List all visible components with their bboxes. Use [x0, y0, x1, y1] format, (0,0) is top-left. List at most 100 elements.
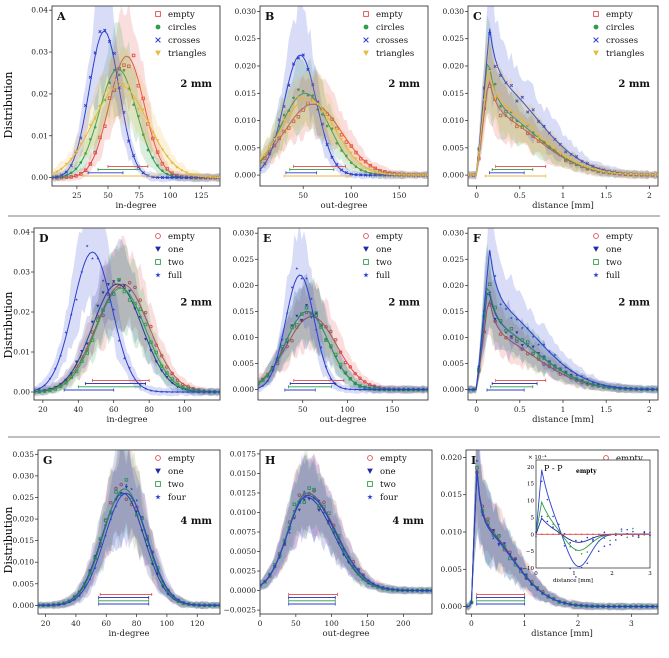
point-one — [74, 360, 79, 364]
point-full — [651, 387, 655, 391]
point-crosses — [363, 173, 368, 177]
axes-frame — [37, 449, 221, 615]
point-full — [493, 274, 497, 278]
legend-label-circles: circles — [606, 23, 634, 33]
curve-four — [38, 492, 220, 606]
point-one — [218, 390, 220, 394]
point-one — [491, 529, 495, 532]
point-empty — [136, 83, 141, 88]
point-one — [515, 331, 519, 335]
point-two — [547, 361, 552, 366]
point-crosses — [488, 31, 492, 36]
point-full — [309, 297, 313, 301]
point-full — [407, 388, 411, 391]
inset-point-four — [626, 528, 628, 531]
point-full — [575, 373, 579, 377]
legend-marker-one — [367, 468, 373, 474]
point-four — [425, 589, 429, 592]
point-crosses — [558, 142, 562, 146]
point-one — [166, 592, 170, 596]
point-two — [563, 370, 568, 375]
point-one — [537, 352, 541, 355]
x-tick-label: 150 — [385, 405, 400, 414]
legend-marker-triangles — [363, 50, 369, 56]
point-four — [72, 598, 76, 602]
point-four — [405, 588, 409, 592]
point-crosses — [335, 162, 339, 167]
y-tick-label: 0.000 — [235, 171, 257, 180]
point-four — [401, 588, 404, 592]
y-tick-label: 0.005 — [443, 143, 465, 152]
point-circles — [301, 90, 305, 93]
point-crosses — [64, 170, 69, 174]
panel-F: 0 0.5 1 1.5 2 0.000 0.005 0.010 0.015 0.020 0.025 0… — [443, 227, 659, 425]
band-one — [466, 450, 658, 611]
point-full — [564, 365, 568, 369]
point-full — [363, 388, 367, 391]
point-one — [346, 561, 351, 564]
y-tick-label: 0.04 — [13, 228, 30, 237]
x-tick-label: 2 — [647, 405, 652, 414]
point-one — [305, 304, 309, 307]
point-triangles — [292, 104, 296, 108]
point-full — [623, 386, 627, 390]
point-empty — [138, 298, 143, 302]
point-empty — [525, 351, 530, 356]
y-tick-label: 0.005 — [441, 565, 463, 574]
point-full — [96, 256, 100, 260]
point-triangles — [354, 157, 358, 161]
point-four — [546, 594, 550, 598]
point-empty — [103, 124, 107, 129]
point-four — [114, 504, 118, 508]
point-one — [531, 345, 535, 349]
point-four — [62, 602, 66, 606]
legend-label-crosses: crosses — [606, 36, 638, 46]
point-full — [290, 285, 294, 289]
point-triangles — [103, 91, 107, 95]
point-crosses — [165, 175, 169, 180]
point-four — [46, 603, 50, 607]
point-empty — [119, 482, 123, 487]
inset-point-four — [580, 566, 583, 569]
point-empty — [515, 124, 519, 129]
legend-marker-two — [363, 259, 369, 265]
point-crosses — [515, 99, 519, 103]
point-full — [607, 384, 611, 388]
point-two — [98, 537, 103, 541]
inset-point-two — [563, 542, 566, 544]
point-triangles — [218, 176, 220, 180]
point-crosses — [170, 175, 174, 180]
legend-label-empty: empty — [376, 232, 403, 242]
point-triangles — [388, 172, 392, 176]
point-crosses — [498, 73, 503, 78]
point-two — [103, 518, 108, 522]
point-full — [154, 389, 158, 393]
point-empty — [88, 162, 93, 166]
point-crosses — [339, 168, 344, 172]
y-tick-label: 0.030 — [443, 7, 465, 16]
legend-marker-empty — [363, 233, 369, 239]
point-empty — [69, 175, 73, 179]
point-two — [143, 322, 148, 327]
point-two — [96, 318, 100, 322]
point-full — [53, 367, 57, 370]
point-two — [309, 313, 314, 317]
point-four — [135, 498, 139, 502]
band-two — [34, 244, 220, 397]
point-triangles — [55, 170, 59, 174]
panel-A: 25 50 75 100 125 0.00 0.01 0.02 0.03 0.04 in-degre… — [31, 5, 221, 211]
point-one — [145, 545, 149, 548]
point-triangles — [645, 173, 649, 177]
y-tick-label: 0.000 — [443, 171, 465, 180]
point-triangles — [88, 124, 92, 127]
point-full — [324, 364, 328, 368]
x-tick-label: 50 — [291, 619, 301, 628]
point-full — [471, 388, 475, 391]
point-one — [317, 509, 321, 512]
point-two — [504, 328, 508, 333]
x-tick-label: 100 — [177, 405, 192, 414]
point-circles — [282, 113, 286, 117]
point-four — [346, 555, 350, 559]
band-triangles — [260, 70, 428, 180]
